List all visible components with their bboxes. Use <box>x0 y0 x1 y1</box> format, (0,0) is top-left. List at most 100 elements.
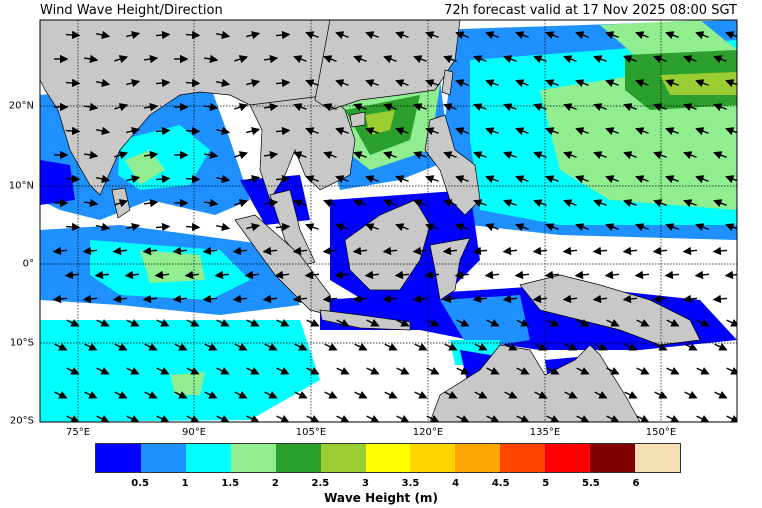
wind-direction-arrow-icon <box>305 79 319 88</box>
wind-direction-arrow-icon <box>454 270 470 280</box>
wind-direction-arrow-icon <box>683 103 697 112</box>
land-philippines <box>424 114 481 216</box>
wind-direction-arrow-icon <box>412 246 428 256</box>
wind-direction-arrow-icon <box>654 343 668 351</box>
wind-direction-arrow-icon <box>502 294 518 304</box>
wind-direction-arrow-icon <box>155 78 171 88</box>
wind-direction-arrow-icon <box>634 270 650 280</box>
wind-direction-arrow-icon <box>84 391 98 399</box>
wind-direction-arrow-icon <box>143 150 159 160</box>
wind-direction-arrow-icon <box>444 343 458 351</box>
wind-direction-arrow-icon <box>82 246 98 256</box>
wind-direction-arrow-icon <box>694 270 710 280</box>
wind-direction-arrow-icon <box>215 222 231 232</box>
lon-tick-label: 135°E <box>529 427 561 438</box>
wind-direction-arrow-icon <box>352 294 368 304</box>
wind-direction-arrow-icon <box>592 294 608 304</box>
wind-direction-arrow-icon <box>714 343 728 351</box>
wind-direction-arrow-icon <box>562 246 578 256</box>
wind-direction-arrow-icon <box>156 415 170 422</box>
wind-direction-arrow-icon <box>443 199 457 208</box>
wind-direction-arrow-icon <box>172 246 188 256</box>
wind-direction-arrow-icon <box>484 270 500 280</box>
wind-direction-arrow-icon <box>294 343 308 351</box>
wind-direction-arrow-icon <box>594 391 608 399</box>
wind-direction-arrow-icon <box>503 151 517 160</box>
wind-direction-arrow-icon <box>335 175 349 184</box>
colorbar-tick-label: 4.5 <box>491 478 510 489</box>
wind-direction-arrow-icon <box>95 174 111 184</box>
land-indochina <box>249 94 356 201</box>
wind-direction-arrow-icon <box>293 199 307 208</box>
wind-direction-arrow-icon <box>622 246 638 256</box>
wind-direction-arrow-icon <box>353 55 367 64</box>
wind-direction-arrow-icon <box>485 223 499 232</box>
wind-direction-arrow-icon <box>455 223 469 232</box>
wind-direction-arrow-icon <box>66 319 80 327</box>
wind-direction-arrow-icon <box>605 175 619 184</box>
wind-direction-arrow-icon <box>185 222 201 232</box>
wind-direction-arrow-icon <box>665 127 679 136</box>
wind-direction-arrow-icon <box>156 367 170 375</box>
wind-direction-arrow-icon <box>184 270 200 280</box>
gridlines <box>40 20 737 422</box>
wind-direction-arrow-icon <box>383 55 397 64</box>
wind-direction-arrow-icon <box>473 151 487 160</box>
wind-direction-arrow-icon <box>353 151 367 160</box>
wind-direction-arrow-icon <box>605 79 619 88</box>
wind-direction-arrow-icon <box>636 415 650 422</box>
wind-direction-arrow-icon <box>382 294 398 304</box>
wind-direction-arrow-icon <box>156 319 170 327</box>
wind-direction-arrow-icon <box>443 103 457 112</box>
chart-title: Wind Wave Height/Direction <box>40 3 223 18</box>
wind-direction-arrow-icon <box>246 127 261 136</box>
colorbar-tick-label: 6 <box>632 478 640 489</box>
wind-direction-arrow-icon <box>335 31 349 40</box>
wind-direction-arrow-icon <box>426 319 440 327</box>
wave-map <box>39 19 738 423</box>
wind-direction-arrow-icon <box>292 246 308 256</box>
wind-direction-arrow-icon <box>52 246 68 256</box>
wind-direction-arrow-icon <box>485 127 499 136</box>
wind-direction-arrow-icon <box>293 151 307 160</box>
wave-region <box>600 20 737 60</box>
wind-direction-arrow-icon <box>683 151 697 160</box>
lat-tick-label: 20°S <box>9 415 34 427</box>
colorbar-tick-label: 2 <box>271 478 279 489</box>
wind-direction-arrow-icon <box>665 31 679 40</box>
wind-direction-arrow-icon <box>653 55 667 64</box>
wind-direction-arrow-icon <box>263 102 279 112</box>
wind-direction-arrow-icon <box>124 270 140 280</box>
wind-direction-arrow-icon <box>396 367 410 375</box>
wind-direction-arrow-icon <box>635 175 649 184</box>
wind-direction-arrow-icon <box>142 246 158 256</box>
wind-direction-arrow-icon <box>653 199 667 208</box>
wind-direction-arrow-icon <box>306 415 320 422</box>
wind-direction-arrow-icon <box>293 55 307 64</box>
wind-direction-arrow-icon <box>532 294 548 304</box>
wind-direction-arrow-icon <box>443 55 457 64</box>
wind-direction-arrow-icon <box>126 79 141 88</box>
colorbar-tick-label: 2.5 <box>311 478 330 489</box>
wind-direction-arrow-icon <box>144 391 158 399</box>
forecast-valid-time: 72h forecast valid at 17 Nov 2025 08:00 … <box>444 3 737 18</box>
wind-direction-arrow-icon <box>114 391 128 399</box>
wind-direction-arrow-icon <box>203 198 219 208</box>
wind-direction-arrow-icon <box>263 198 279 208</box>
wind-direction-arrow-icon <box>652 246 668 256</box>
wind-direction-arrow-icon <box>593 55 607 64</box>
wind-direction-arrow-icon <box>334 270 350 280</box>
land-malay-peninsula <box>269 189 316 266</box>
wind-direction-arrow-icon <box>114 151 129 160</box>
colorbar-swatch <box>455 444 501 472</box>
wind-direction-arrow-icon <box>474 391 488 399</box>
wind-direction-arrow-icon <box>214 270 230 280</box>
wind-direction-arrow-icon <box>624 391 638 399</box>
wind-direction-arrow-icon <box>455 31 469 40</box>
wind-direction-arrow-icon <box>324 391 338 399</box>
wind-direction-arrow-icon <box>155 222 171 232</box>
wind-direction-arrow-icon <box>504 343 518 351</box>
lat-tick-label: 10°S <box>9 337 34 349</box>
wave-region <box>40 320 320 422</box>
wind-direction-arrow-icon <box>246 367 260 375</box>
